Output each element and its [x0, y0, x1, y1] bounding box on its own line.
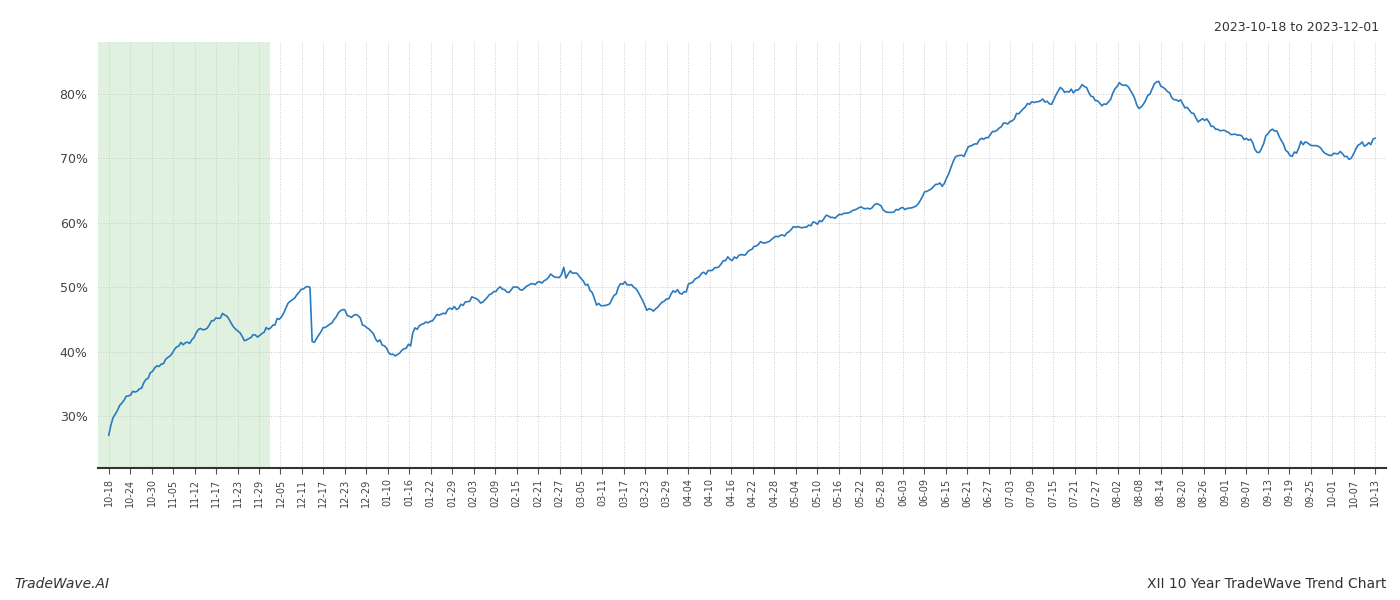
Text: TradeWave.AI: TradeWave.AI	[14, 577, 109, 591]
Bar	[98, 42, 270, 468]
Text: XII 10 Year TradeWave Trend Chart: XII 10 Year TradeWave Trend Chart	[1147, 577, 1386, 591]
Text: 2023-10-18 to 2023-12-01: 2023-10-18 to 2023-12-01	[1214, 21, 1379, 34]
